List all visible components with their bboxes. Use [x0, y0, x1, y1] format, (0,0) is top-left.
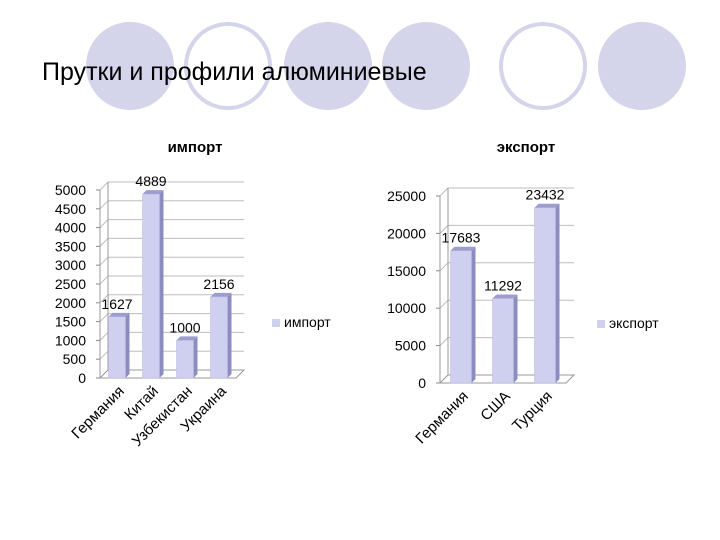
import-gridline-side: [99, 275, 109, 285]
export-y-tick-label: 5000: [395, 338, 426, 354]
export-y-tick-label: 25000: [387, 188, 426, 204]
import-y-tick-label: 5000: [55, 182, 86, 198]
import-bar-top: [142, 190, 164, 195]
import-bar-side: [125, 312, 130, 378]
export-bar: [534, 207, 556, 384]
export-gridline-side: [439, 187, 449, 197]
import-gridline-side: [99, 350, 109, 360]
decor-circle-2: [184, 22, 272, 110]
decor-circle-4: [382, 22, 470, 110]
export-category-label: США: [477, 388, 513, 424]
export-bar-side: [471, 246, 476, 383]
import-bar-top: [210, 292, 232, 297]
import-gridline-side: [99, 238, 109, 247]
import-y-tick-label: 500: [63, 351, 87, 367]
import-y-tick-label: 1500: [55, 314, 86, 330]
export-data-label: 17683: [442, 230, 481, 246]
export-data-label: 23432: [526, 187, 565, 203]
import-bar-top: [108, 312, 130, 317]
import-legend-label: импорт: [284, 314, 331, 330]
decor-circle-6: [598, 22, 686, 110]
export-y-tick-label: 20000: [387, 225, 426, 241]
import-bar: [108, 316, 126, 379]
import-y-tick-label: 2500: [55, 276, 86, 292]
export-y-tick-label: 0: [418, 375, 426, 391]
export-bar: [492, 298, 514, 384]
import-bar-side: [193, 336, 198, 378]
import-y-tick-label: 0: [78, 370, 86, 386]
export-gridline-side: [439, 299, 449, 309]
import-gridline-side: [99, 219, 109, 228]
import-data-label: 2156: [203, 276, 234, 292]
export-gridline-side: [439, 337, 449, 346]
import-gridline-side: [99, 332, 109, 341]
export-gridline-side: [439, 225, 449, 234]
slide-title: Прутки и профили алюминиевые: [42, 58, 427, 86]
import-gridline-side: [99, 181, 109, 191]
export-category-label: Германия: [412, 388, 472, 448]
import-bar-side: [159, 190, 164, 378]
export-y-tick-label: 15000: [387, 263, 426, 279]
export-y-tick-label: 10000: [387, 300, 426, 316]
export-category-label: Турция: [509, 388, 556, 435]
import-chart-title: импорт: [168, 139, 223, 156]
import-gridline-side: [99, 294, 109, 304]
import-gridline-side: [99, 313, 109, 322]
export-bar-top: [492, 294, 518, 299]
decor-circle-1: [86, 22, 174, 110]
import-y-tick-label: 2000: [55, 295, 86, 311]
import-data-label: 1000: [169, 319, 200, 335]
import-bar: [142, 193, 160, 379]
export-bar-side: [555, 203, 560, 383]
import-y-tick-label: 4500: [55, 201, 86, 217]
export-gridline-side: [439, 262, 449, 272]
export-bar-top: [450, 246, 476, 251]
export-bar: [450, 250, 472, 384]
decor-circle-3: [284, 22, 372, 110]
import-y-tick-label: 3000: [55, 257, 86, 273]
export-chart-title: экспорт: [497, 139, 555, 156]
import-bar-top: [176, 336, 198, 341]
export-bar-top: [534, 203, 560, 208]
export-bar-side: [513, 294, 518, 383]
import-y-tick-label: 1000: [55, 332, 86, 348]
import-data-label: 1627: [101, 296, 132, 312]
export-data-label: 11292: [484, 278, 522, 294]
import-bar: [210, 296, 228, 379]
export-legend-label: экспорт: [609, 315, 659, 331]
import-legend-swatch: [272, 319, 280, 327]
import-gridline-side: [99, 200, 109, 210]
import-y-tick-label: 3500: [55, 238, 86, 254]
export-legend-swatch: [597, 320, 605, 328]
import-bar-side: [227, 292, 232, 378]
import-bar: [176, 340, 194, 379]
import-gridline-side: [99, 256, 109, 266]
import-y-tick-label: 4000: [55, 220, 86, 236]
decor-circle-5: [499, 22, 587, 110]
import-data-label: 4889: [135, 173, 166, 189]
